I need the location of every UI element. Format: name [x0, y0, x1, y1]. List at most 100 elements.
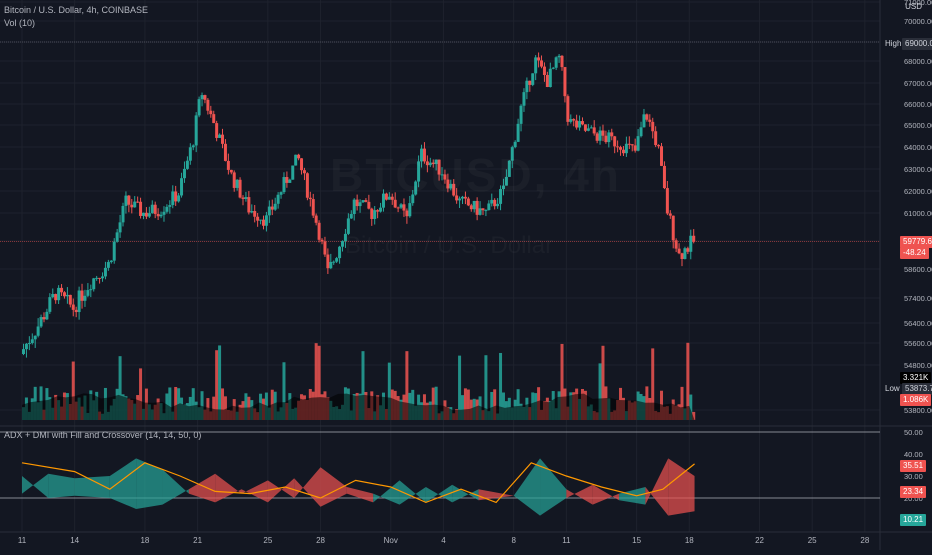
candle-body-121 [376, 210, 380, 212]
price-tick-label-1: 54800.00 [904, 361, 932, 370]
candle-body-219 [662, 165, 666, 189]
candle-body-130 [402, 204, 406, 211]
time-tick-label-3: 21 [193, 536, 202, 545]
dmi-fill-5 [162, 469, 189, 505]
candle-body-90 [285, 177, 289, 183]
volume-legend[interactable]: Vol (10) [4, 18, 36, 28]
volume-bar-67 [218, 345, 222, 420]
dmi-fill-20 [566, 484, 593, 505]
candle-body-96 [302, 170, 306, 174]
candle-body-72 [232, 172, 236, 188]
candle-body-97 [305, 173, 309, 198]
dmi-fill-19 [540, 458, 567, 516]
volume-bar-149 [458, 355, 462, 420]
candle-body-66 [215, 123, 219, 138]
price-tick-label-11: 65000.00 [904, 121, 932, 130]
candle-body-116 [361, 200, 365, 203]
dmi-fill-15 [425, 484, 453, 503]
candle-body-128 [396, 207, 400, 209]
volume-bar-215 [651, 348, 655, 420]
candle-body-197 [598, 130, 602, 141]
candle-body-208 [630, 144, 634, 146]
candle-body-204 [619, 147, 623, 150]
candle-body-65 [212, 114, 216, 124]
candle-body-8 [45, 311, 49, 320]
candle-body-156 [478, 208, 482, 215]
candle-body-114 [355, 199, 359, 207]
candle-body-133 [411, 194, 415, 204]
candle-body-175 [534, 57, 538, 74]
candle-body-201 [610, 132, 614, 137]
candle-body-206 [624, 143, 628, 154]
candle-body-143 [440, 174, 444, 176]
candle-body-61 [200, 95, 204, 100]
candle-body-142 [437, 159, 441, 175]
volume-current-badge: 1.086K [900, 394, 932, 406]
candle-body-24 [92, 278, 96, 290]
candle-body-84 [267, 206, 271, 216]
dmi-fill-9 [267, 478, 295, 503]
candle-body-193 [586, 128, 590, 131]
high-label: High [885, 39, 902, 48]
candle-body-74 [238, 179, 242, 198]
candle-body-26 [98, 277, 102, 279]
candle-body-183 [557, 55, 561, 58]
candle-body-229 [692, 235, 696, 242]
candle-body-180 [548, 68, 552, 88]
candle-body-43 [147, 213, 151, 217]
volume-bar-158 [484, 355, 488, 420]
candle-body-186 [566, 96, 570, 122]
candle-body-60 [197, 99, 201, 116]
current-change-badge: -48.24 [900, 247, 929, 259]
indicator-legend[interactable]: ADX + DMI with Fill and Crossover (14, 1… [4, 430, 202, 440]
time-tick-label-7: 4 [441, 536, 446, 545]
candle-body-211 [639, 127, 643, 137]
candle-body-83 [264, 215, 268, 226]
dmi-fill-6 [188, 473, 216, 503]
candle-body-228 [689, 235, 693, 252]
candle-body-141 [434, 159, 438, 165]
time-tick-label-6: Nov [384, 536, 398, 545]
time-tick-label-11: 18 [685, 536, 694, 545]
candle-body-56 [185, 160, 189, 169]
candle-body-88 [279, 192, 283, 195]
candle-body-136 [420, 148, 424, 162]
candle-body-41 [141, 212, 145, 216]
price-tick-label-12: 66000.00 [904, 100, 932, 109]
adx-tick-label-1: 30.00 [904, 472, 923, 481]
candle-body-46 [156, 213, 160, 217]
price-tick-label-13: 67000.00 [904, 79, 932, 88]
candle-body-112 [349, 214, 353, 219]
candle-body-31 [112, 241, 116, 261]
candle-body-27 [101, 276, 105, 279]
candle-body-92 [291, 165, 295, 180]
candle-body-174 [531, 73, 535, 85]
volume-bar-228 [689, 394, 693, 420]
candle-body-73 [235, 179, 239, 188]
volume-bar-65 [212, 396, 216, 420]
dmi-fill-7 [215, 473, 242, 503]
candle-body-55 [182, 168, 186, 179]
volume-bar-197 [598, 363, 602, 420]
candle-body-53 [177, 195, 181, 202]
volume-bar-76 [244, 393, 248, 420]
candle-body-124 [384, 193, 388, 200]
candle-body-89 [282, 177, 286, 193]
price-tick-label-17: 71000.00 [904, 0, 932, 7]
candle-body-34 [121, 205, 125, 223]
dmi-fill-0 [22, 473, 49, 498]
candle-body-113 [352, 199, 356, 215]
candle-body-14 [62, 292, 66, 297]
time-tick-label-13: 25 [808, 536, 817, 545]
symbol-legend[interactable]: Bitcoin / U.S. Dollar, 4h, COINBASE [4, 5, 149, 15]
volume-bar-160 [490, 391, 494, 420]
candle-body-209 [633, 145, 637, 151]
candle-body-207 [627, 143, 631, 145]
candle-body-23 [89, 289, 93, 291]
candle-body-101 [317, 222, 321, 240]
candle-body-144 [443, 174, 447, 180]
candle-body-18 [74, 309, 78, 313]
candle-body-52 [174, 191, 178, 202]
